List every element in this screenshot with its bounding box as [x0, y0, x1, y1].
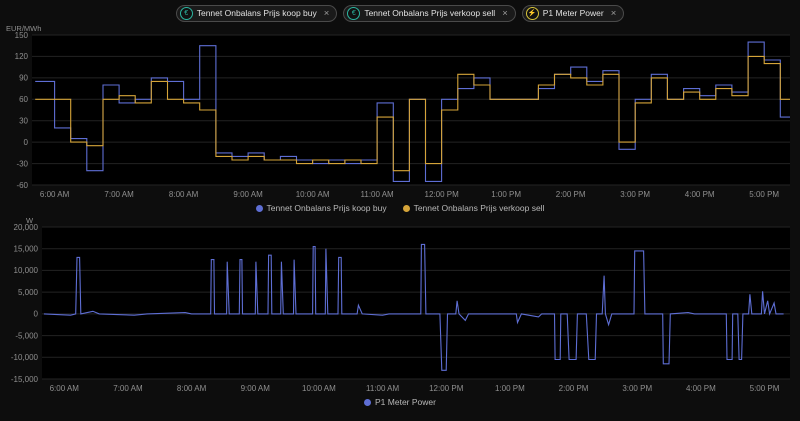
x-tick-label: 3:00 PM: [622, 384, 652, 393]
price-chart-legend: Tennet Onbalans Prijs koop buy Tennet On…: [0, 201, 800, 215]
x-tick-label: 11:00 AM: [366, 384, 400, 393]
x-tick-label: 10:00 AM: [302, 384, 336, 393]
y-tick-label: 120: [15, 52, 29, 61]
x-tick-label: 5:00 PM: [749, 190, 779, 199]
close-icon[interactable]: ×: [323, 7, 330, 19]
x-tick-label: 7:00 AM: [113, 384, 143, 393]
y-tick-label: 90: [19, 74, 28, 83]
currency-icon: €: [347, 6, 361, 20]
power-chart[interactable]: 20,000 15,000 10,000 5,000 0 -5,000 -10,000 -15…: [2, 215, 798, 395]
x-tick-label: 4:00 PM: [686, 384, 716, 393]
x-tick-label: 2:00 PM: [556, 190, 586, 199]
y-tick-label: 30: [19, 117, 28, 126]
entity-chip-verkoop-sell[interactable]: € Tennet Onbalans Prijs verkoop sell ×: [343, 4, 516, 22]
legend-item-verkoop-sell[interactable]: Tennet Onbalans Prijs verkoop sell: [402, 203, 545, 213]
x-tick-label: 7:00 AM: [104, 190, 134, 199]
legend-item-koop-buy[interactable]: Tennet Onbalans Prijs koop buy: [255, 203, 387, 213]
entity-chip-p1-meter-power[interactable]: ⚡ P1 Meter Power ×: [521, 4, 625, 22]
x-tick-label: 11:00 AM: [361, 190, 395, 199]
y-tick-label: 0: [24, 138, 29, 147]
close-icon[interactable]: ×: [502, 7, 508, 19]
y-tick-label: 15,000: [14, 245, 39, 254]
y-tick-label: 5,000: [18, 288, 39, 297]
plot-area: [42, 227, 790, 379]
entity-chip-label: P1 Meter Power: [542, 7, 604, 18]
plot-area: [32, 35, 790, 185]
x-tick-label: 12:00 PM: [429, 384, 464, 393]
y-tick-label: -15,000: [11, 375, 39, 384]
flash-icon: ⚡: [525, 6, 539, 20]
x-tick-label: 2:00 PM: [559, 384, 589, 393]
y-tick-label: -10,000: [11, 353, 39, 362]
y-tick-label: 60: [19, 95, 28, 104]
legend-item-p1-meter-power[interactable]: P1 Meter Power: [364, 397, 436, 407]
y-tick-label: -60: [16, 181, 28, 190]
series-line: [35, 55, 790, 172]
x-tick-label: 10:00 AM: [296, 190, 330, 199]
axis-unit-label: EUR/MWh: [6, 24, 41, 33]
entity-filter-chips: € Tennet Onbalans Prijs koop buy × € Ten…: [0, 0, 800, 23]
axis-unit-label: W: [26, 216, 34, 225]
x-tick-label: 9:00 AM: [233, 190, 263, 199]
price-chart[interactable]: 150 120 90 60 30 0 -30 -60 6:00 AM 7:00 AM 8:00 AM…: [2, 23, 798, 201]
legend-label: Tennet Onbalans Prijs verkoop sell: [413, 203, 545, 213]
y-tick-label: 150: [15, 31, 29, 40]
x-tick-label: 6:00 AM: [40, 190, 70, 199]
x-tick-label: 3:00 PM: [620, 190, 650, 199]
currency-icon: €: [179, 6, 193, 20]
power-chart-legend: P1 Meter Power: [0, 395, 800, 409]
close-icon[interactable]: ×: [610, 7, 617, 19]
legend-color-dot: [255, 204, 263, 212]
x-tick-label: 5:00 PM: [750, 384, 780, 393]
series-line: [43, 243, 784, 371]
legend-color-dot: [364, 398, 372, 406]
x-tick-label: 12:00 PM: [425, 190, 460, 199]
x-tick-label: 8:00 AM: [169, 190, 199, 199]
entity-chip-koop-buy[interactable]: € Tennet Onbalans Prijs koop buy ×: [175, 4, 338, 22]
x-tick-label: 1:00 PM: [495, 384, 525, 393]
legend-label: P1 Meter Power: [375, 397, 436, 407]
x-tick-label: 1:00 PM: [491, 190, 521, 199]
y-tick-label: 20,000: [14, 223, 39, 232]
entity-chip-label: Tennet Onbalans Prijs verkoop sell: [364, 7, 496, 18]
x-tick-label: 4:00 PM: [685, 190, 715, 199]
x-tick-label: 9:00 AM: [241, 384, 271, 393]
entity-chip-label: Tennet Onbalans Prijs koop buy: [196, 7, 317, 18]
y-tick-label: -5,000: [15, 331, 38, 340]
legend-color-dot: [402, 204, 410, 212]
x-tick-label: 8:00 AM: [177, 384, 207, 393]
y-tick-label: -30: [16, 159, 28, 168]
y-tick-label: 10,000: [14, 266, 39, 275]
y-tick-label: 0: [34, 310, 39, 319]
x-tick-label: 6:00 AM: [50, 384, 80, 393]
legend-label: Tennet Onbalans Prijs koop buy: [266, 203, 387, 213]
